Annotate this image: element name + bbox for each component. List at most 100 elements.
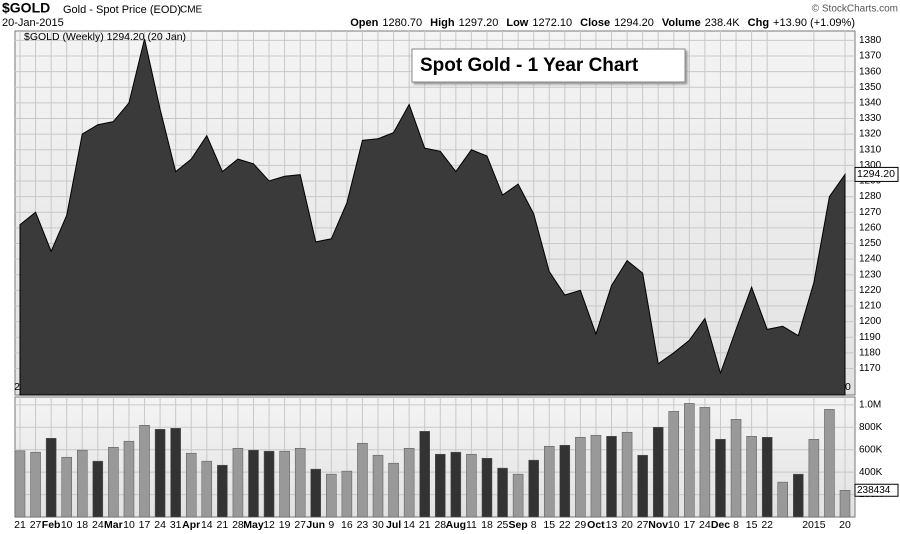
x-tick-label: 17 <box>683 519 695 531</box>
x-tick-label: 27 <box>30 519 42 531</box>
volume-bar <box>123 440 135 518</box>
x-tick-label: 22 <box>761 519 773 531</box>
volume-bar <box>92 460 104 518</box>
last-price-box <box>854 166 899 182</box>
volume-bar <box>637 454 648 518</box>
x-tick-label: 28 <box>434 519 446 531</box>
x-tick-label: 22 <box>559 519 571 531</box>
volume-bar <box>403 448 415 518</box>
x-tick-label: 24 <box>92 519 104 531</box>
volume-bar <box>248 449 259 518</box>
x-tick-label: Dec <box>711 519 730 531</box>
y2-tick-label: 800K <box>859 422 883 433</box>
volume-bar <box>824 409 835 518</box>
volume-bar <box>45 438 57 518</box>
x-tick-label: 16 <box>341 519 353 531</box>
y2-tick-label: 1.0M <box>859 399 881 410</box>
volume-bar <box>746 436 757 518</box>
x-tick-label: Sep <box>508 519 527 531</box>
volume-bar <box>232 448 244 518</box>
volume-bar <box>341 470 353 518</box>
volume-bar <box>715 439 726 518</box>
x-tick-label: 21 <box>217 519 229 531</box>
quote-line: Open 1280.70 High 1297.20 Low 1272.10 Close 129… <box>350 17 855 29</box>
x-tick-label: 15 <box>543 519 555 531</box>
y-tick-label: 1220 <box>859 285 882 296</box>
x-tick-label: Jul <box>386 519 401 531</box>
volume-bar <box>61 456 72 518</box>
y-tick-label: 1260 <box>859 222 882 233</box>
x-tick-label: 15 <box>746 519 758 531</box>
x-tick-label: 29 <box>575 519 587 531</box>
volume-bar <box>435 453 446 518</box>
x-tick-label: 10 <box>668 519 680 531</box>
x-tick-label: 28 <box>232 519 244 531</box>
quote-label: Close <box>580 17 610 29</box>
chart-title: Spot Gold - 1 Year Chart <box>420 55 639 76</box>
y-tick-label: 1240 <box>859 254 882 265</box>
x-tick-label: 11 <box>466 519 477 531</box>
x-tick-label: 27 <box>637 519 649 531</box>
x-tick-label: 19 <box>279 519 291 531</box>
x-tick-label: 12 <box>263 519 275 531</box>
volume-bar <box>419 431 430 518</box>
volume-bar <box>621 431 633 518</box>
y-tick-label: 1170 <box>859 363 881 374</box>
volume-bar <box>170 428 181 518</box>
volume-bar <box>559 444 571 518</box>
x-tick-label: Feb <box>42 519 61 531</box>
last-volume-box <box>854 483 899 497</box>
volume-bar <box>30 451 41 518</box>
x-tick-label: 2015 <box>802 519 826 531</box>
y-tick-label: 1320 <box>859 129 882 140</box>
volume-bar <box>684 403 695 518</box>
volume-bar <box>77 449 88 518</box>
y-tick-label: 1340 <box>859 98 882 109</box>
x-tick-label: 14 <box>403 519 415 531</box>
x-tick-label: 23 <box>357 519 369 531</box>
x-tick-label: 8 <box>733 519 739 531</box>
price-area <box>19 38 846 396</box>
volume-bar <box>14 450 26 518</box>
x-tick-label: May <box>243 519 264 531</box>
volume-bar <box>263 450 275 518</box>
quote-value: +13.90 (+1.09%) <box>773 17 855 29</box>
volume-bar <box>652 427 664 518</box>
volume-bar <box>730 419 742 518</box>
y-tick-label: 1380 <box>859 35 882 46</box>
volume-bar <box>450 451 462 518</box>
x-tick-label: 9 <box>328 519 334 531</box>
x-tick-label: 24 <box>154 519 166 531</box>
x-tick-label: 18 <box>481 519 493 531</box>
quote-label: Volume <box>662 17 701 29</box>
volume-bar <box>590 434 602 518</box>
x-tick-label: Jun <box>306 519 325 531</box>
x-tick-label: Apr <box>182 519 200 531</box>
quote-label: Chg <box>748 17 769 29</box>
volume-bar <box>761 437 773 518</box>
x-tick-label: 20 <box>839 519 851 531</box>
y-tick-label: 1200 <box>859 316 882 327</box>
volume-bar <box>108 446 119 518</box>
title-box <box>411 48 686 83</box>
x-tick-label: 21 <box>419 519 431 531</box>
quote-label: Open <box>350 17 378 29</box>
copyright: © StockCharts.com <box>812 4 898 15</box>
volume-bar <box>699 407 711 518</box>
x-tick-label: 10 <box>123 519 135 531</box>
volume-bar <box>310 468 322 518</box>
volume-bar <box>201 460 213 518</box>
volume-bar <box>466 453 477 518</box>
volume-bar <box>497 467 508 518</box>
volume-bar <box>326 473 337 518</box>
x-tick-label: 30 <box>372 519 384 531</box>
volume-bar <box>777 481 788 518</box>
volume-bar <box>606 436 617 518</box>
volume-bar <box>388 462 399 518</box>
volume-bar <box>668 411 680 518</box>
x-tick-label: 27 <box>294 519 306 531</box>
volume-bar <box>793 473 804 518</box>
y-tick-label: 1230 <box>859 269 882 280</box>
volume-bar <box>217 464 228 518</box>
